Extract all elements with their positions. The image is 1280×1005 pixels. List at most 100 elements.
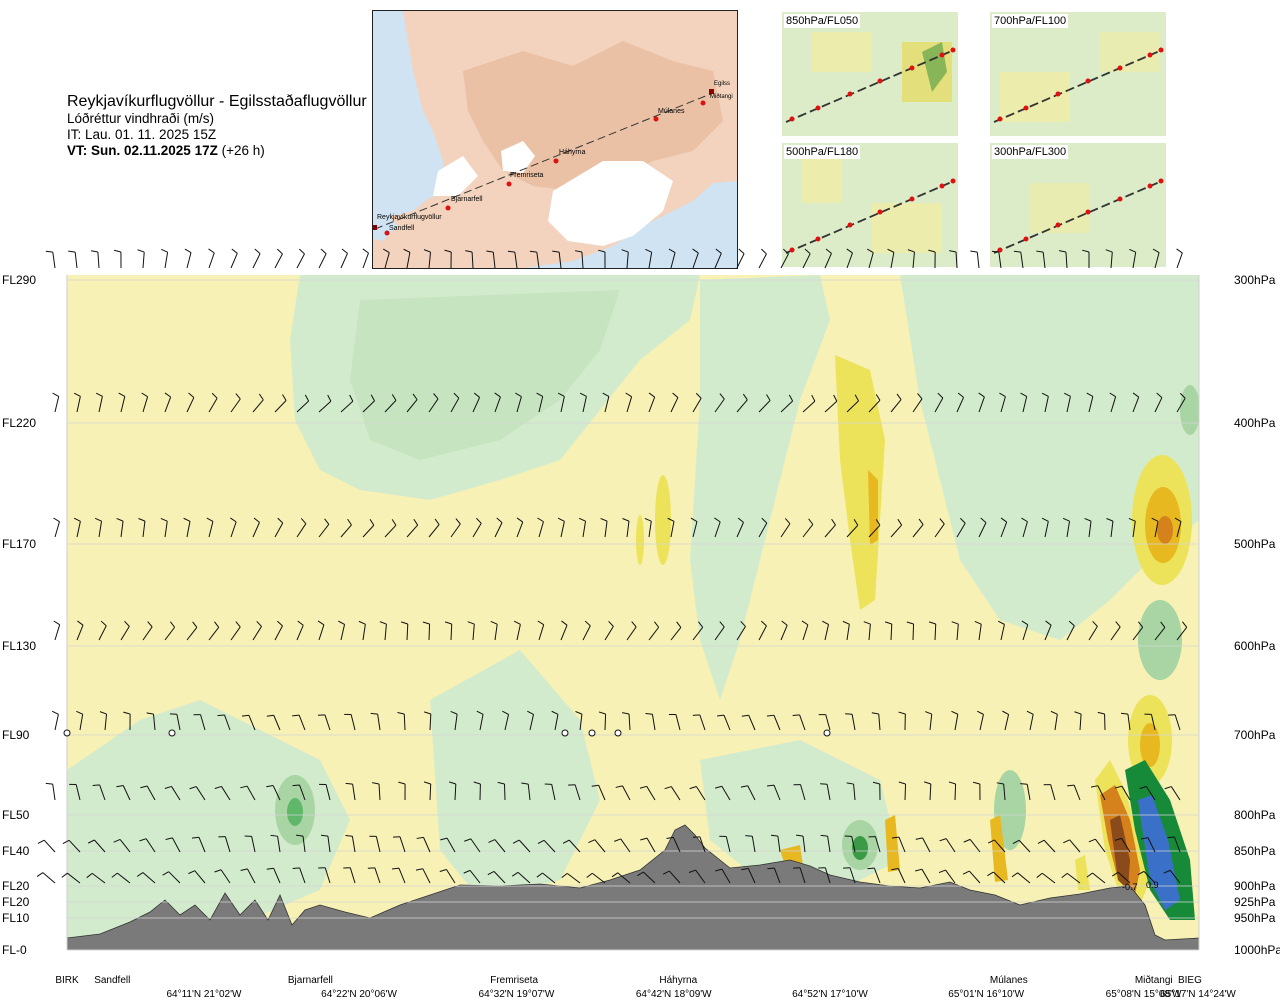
map-label-mulanes: Múlanes (658, 108, 685, 115)
wind-barb (1106, 518, 1114, 538)
wind-barb (780, 248, 789, 269)
wind-barb (367, 867, 381, 884)
wind-barb (1013, 250, 1024, 269)
wind-barb (266, 867, 281, 884)
wind-barb (472, 392, 481, 413)
fl-label: FL20 (2, 879, 30, 893)
coordinate-label: 64°22'N 20°06'W (321, 989, 397, 1000)
wind-barb (978, 517, 987, 538)
annotation-downdraft-value: 0.9 (1146, 880, 1159, 890)
wind-barb (1167, 836, 1181, 853)
wind-barb (793, 784, 806, 801)
wind-barb (1000, 517, 1008, 538)
wind-barb (1097, 711, 1106, 731)
wind-barb (668, 713, 681, 731)
wind-barb (292, 784, 306, 801)
wind-barb (719, 835, 731, 853)
calm-marker (823, 729, 831, 737)
wind-barb (428, 393, 439, 413)
wind-barb (240, 785, 256, 801)
wind-barb (963, 838, 981, 853)
wind-barb (116, 518, 124, 538)
wind-barb (319, 783, 331, 801)
downdraft-core-2 (287, 798, 303, 826)
wind-barb (987, 839, 1006, 853)
wind-barb (745, 835, 756, 853)
wind-barb (161, 248, 169, 269)
waypoint-label: Sandfell (94, 975, 131, 986)
wind-barb (464, 838, 481, 853)
wind-barb (274, 620, 283, 641)
wind-barb (1132, 392, 1140, 413)
wind-barb (296, 518, 307, 538)
wind-barb (562, 839, 581, 853)
wind-barb (668, 248, 676, 269)
wind-barb (1088, 620, 1098, 641)
minimap-700: 700hPa/FL100 (990, 12, 1166, 136)
wind-barb (1036, 250, 1046, 269)
calm-marker (614, 729, 622, 737)
wind-barb (780, 620, 788, 641)
wind-barb (164, 392, 172, 413)
wind-barb (362, 394, 375, 413)
wind-barb (598, 249, 606, 269)
wind-barb (400, 621, 409, 641)
wind-barb (1043, 784, 1056, 801)
wind-barb (160, 517, 168, 538)
wind-barb (552, 250, 562, 269)
wind-barb (892, 836, 906, 853)
wind-barb (1041, 517, 1049, 538)
wind-barb (939, 838, 956, 853)
wind-barb (978, 392, 985, 413)
wind-barb (938, 869, 956, 884)
wind-barb (99, 711, 108, 731)
wind-barb (767, 784, 781, 801)
coordinate-label: 64°32'N 19°07'W (478, 989, 555, 1000)
wind-barb (820, 834, 831, 853)
wind-barb (416, 836, 431, 853)
minimap-850: 850hPa/FL050 (782, 12, 958, 136)
wind-barb (598, 711, 607, 731)
wind-barb (214, 869, 231, 884)
wind-barb (934, 518, 945, 538)
wind-barb (230, 517, 237, 538)
wind-barb (218, 836, 231, 853)
wind-barb (664, 786, 681, 801)
waypoint-label: BIEG (1177, 975, 1202, 986)
wind-barb (1176, 248, 1183, 269)
wind-barb (515, 392, 522, 413)
wind-barb (502, 710, 510, 731)
fl-label: FL40 (2, 844, 30, 858)
wind-barb (688, 869, 706, 884)
wind-barb (1002, 710, 1010, 731)
hpa-label: 500hPa (1234, 537, 1276, 551)
wind-barb (588, 839, 606, 853)
wind-barb (403, 248, 411, 269)
wind-barb (820, 783, 831, 801)
wind-barb (53, 620, 61, 641)
wind-barb (406, 393, 418, 413)
downdraft-core-6 (1138, 600, 1182, 680)
wind-barb (972, 781, 981, 801)
wind-barb (1063, 392, 1071, 413)
wind-barb (511, 871, 531, 884)
wind-barb (1152, 248, 1160, 269)
wind-barb (575, 711, 583, 731)
wind-barb (845, 713, 856, 731)
wind-barb (1154, 621, 1166, 641)
wind-barb (640, 837, 656, 853)
wind-barb (615, 785, 631, 801)
wind-barb (714, 785, 731, 801)
wind-barb (537, 517, 544, 538)
hpa-label: 900hPa (1234, 879, 1276, 893)
fl-label: FL20 (2, 895, 30, 909)
wind-barb (890, 518, 903, 538)
valid-time: VT: Sun. 02.11.2025 17Z (+26 h) (67, 143, 265, 158)
wind-barb (951, 621, 959, 641)
hpa-label: 800hPa (1234, 808, 1276, 822)
hpa-label: 600hPa (1234, 639, 1276, 653)
wind-barb (95, 392, 103, 413)
wind-barb (87, 839, 106, 853)
wind-barb (384, 519, 397, 538)
wind-barb (1063, 839, 1081, 853)
